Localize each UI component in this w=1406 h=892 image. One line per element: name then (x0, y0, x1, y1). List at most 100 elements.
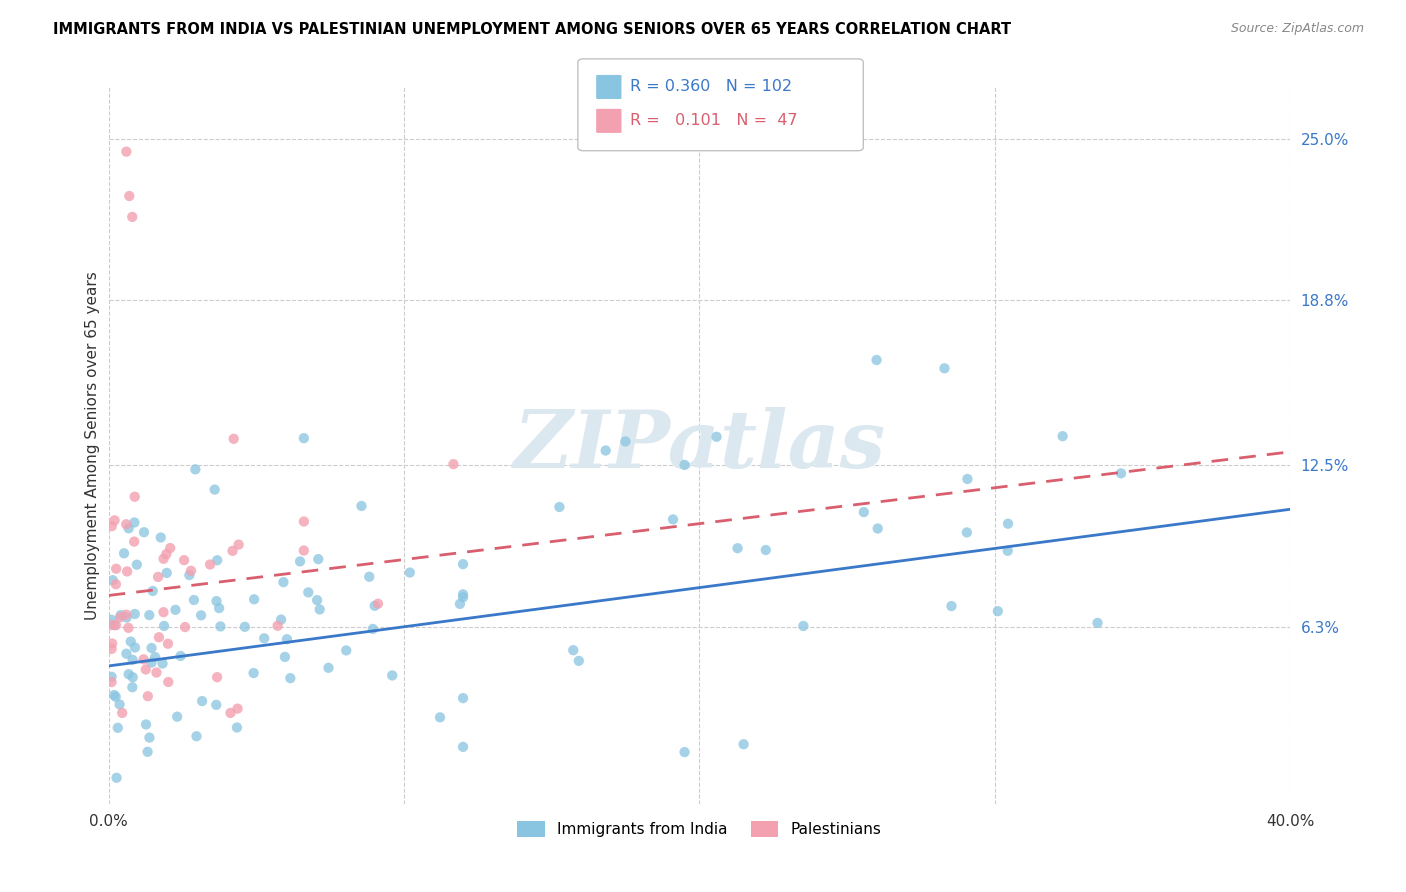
Point (226, 701, 249, 715)
Text: R = 0.360   N = 102: R = 0.360 N = 102 (630, 79, 792, 94)
Point (141, 640, 163, 655)
Point (101, 519, 124, 533)
Point (156, 637, 179, 651)
Point (733, 737, 755, 751)
Point (157, 675, 180, 690)
Point (548, 500, 571, 514)
Point (156, 566, 179, 580)
Point (359, 570, 381, 584)
Point (997, 543, 1019, 558)
Text: R =   0.101   N =  47: R = 0.101 N = 47 (630, 113, 797, 128)
Point (398, 566, 420, 580)
Point (149, 531, 172, 545)
Point (146, 570, 169, 584)
Point (205, 594, 228, 608)
Point (270, 613, 292, 627)
Point (205, 698, 228, 712)
Point (145, 665, 167, 680)
Text: Source: ZipAtlas.com: Source: ZipAtlas.com (1230, 22, 1364, 36)
Point (381, 668, 404, 682)
Point (115, 517, 138, 532)
Point (124, 640, 146, 655)
Point (152, 605, 174, 619)
Point (138, 731, 160, 745)
Point (104, 577, 127, 591)
Point (191, 694, 214, 708)
Point (297, 585, 319, 599)
Point (755, 543, 778, 558)
Point (219, 706, 242, 720)
Point (105, 618, 128, 632)
Point (429, 710, 451, 724)
Point (222, 432, 245, 446)
Point (148, 630, 170, 644)
Point (138, 608, 160, 623)
Point (186, 729, 208, 743)
Point (233, 620, 256, 634)
Point (118, 521, 141, 535)
Point (706, 430, 728, 444)
Point (100, 613, 122, 627)
Point (152, 551, 174, 566)
Text: ZIPatlas: ZIPatlas (513, 407, 886, 484)
Point (184, 462, 207, 476)
Point (174, 620, 197, 634)
Point (727, 541, 749, 556)
Point (308, 602, 330, 616)
Legend: Immigrants from India, Palestinians: Immigrants from India, Palestinians (512, 815, 887, 843)
Point (274, 649, 297, 664)
Point (142, 583, 165, 598)
Point (205, 553, 228, 567)
Point (107, 721, 129, 735)
Point (115, 145, 138, 159)
Point (278, 671, 301, 685)
Point (112, 546, 135, 560)
Point (367, 597, 389, 611)
Point (111, 706, 134, 720)
Point (443, 457, 465, 471)
Point (451, 691, 474, 706)
Point (104, 513, 127, 527)
Point (350, 499, 373, 513)
Point (117, 621, 139, 635)
Point (173, 553, 195, 567)
Point (987, 604, 1010, 618)
Point (792, 619, 814, 633)
Point (179, 568, 201, 582)
Point (143, 650, 166, 665)
Point (208, 601, 231, 615)
Point (449, 597, 471, 611)
Point (104, 690, 127, 704)
Point (100, 618, 122, 632)
Point (205, 670, 228, 684)
Point (673, 745, 696, 759)
Point (865, 353, 887, 368)
Point (115, 607, 138, 622)
Point (243, 592, 266, 607)
Point (110, 608, 132, 623)
Point (595, 443, 617, 458)
Point (941, 599, 963, 613)
Point (166, 709, 188, 723)
Point (135, 663, 157, 677)
Point (866, 521, 889, 535)
Point (361, 622, 384, 636)
Point (115, 565, 138, 579)
Point (132, 652, 155, 666)
Point (135, 717, 157, 731)
Point (228, 538, 250, 552)
Point (934, 361, 956, 376)
Point (101, 573, 124, 587)
Point (614, 434, 637, 449)
Point (124, 516, 146, 530)
Point (183, 593, 205, 607)
Point (124, 490, 146, 504)
Point (307, 552, 329, 566)
Point (121, 680, 143, 694)
Point (100, 675, 122, 690)
Point (105, 562, 128, 576)
Point (292, 431, 315, 445)
Point (190, 608, 212, 623)
Point (108, 698, 131, 712)
Point (132, 525, 155, 540)
